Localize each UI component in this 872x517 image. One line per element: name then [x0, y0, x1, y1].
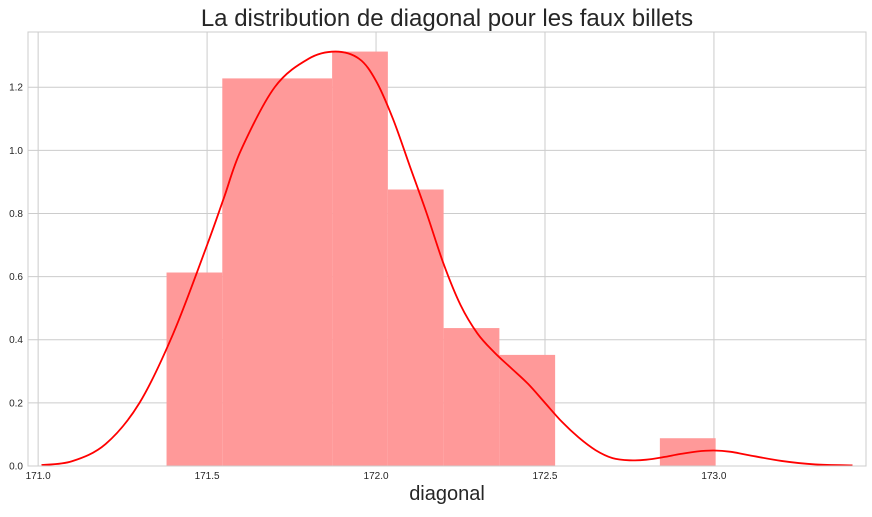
y-tick-label: 0.0 [9, 462, 23, 473]
histogram-bars [166, 51, 716, 466]
y-tick-label: 1.2 [9, 83, 23, 94]
y-axis-ticks: 0.0 0.2 0.4 0.6 0.8 1.0 1.2 [9, 83, 23, 473]
y-tick-label: 1.0 [9, 146, 23, 157]
y-tick-label: 0.2 [9, 398, 23, 409]
x-axis-ticks: 171.0 171.5 172.0 172.5 173.0 [26, 471, 727, 482]
histogram-bar [166, 272, 223, 466]
plot-frame [27, 31, 867, 467]
histogram-bar [222, 78, 333, 466]
y-tick-label: 0.4 [9, 335, 23, 346]
histogram-bar [499, 354, 556, 466]
histogram-bar [332, 51, 388, 466]
histogram-bar [443, 328, 500, 466]
y-tick-label: 0.8 [9, 209, 23, 220]
y-tick-label: 0.6 [9, 272, 23, 283]
x-tick-label: 173.0 [701, 471, 726, 482]
x-axis-label: diagonal [409, 483, 485, 505]
kde-curve-group [41, 50, 853, 467]
histogram-bar [387, 189, 444, 466]
x-tick-label: 172.0 [364, 471, 389, 482]
chart-title: La distribution de diagonal pour les fau… [201, 5, 693, 32]
x-tick-label: 172.5 [532, 471, 557, 482]
x-tick-label: 171.0 [26, 471, 51, 482]
x-tick-label: 171.5 [195, 471, 220, 482]
kde-curve [41, 50, 853, 467]
